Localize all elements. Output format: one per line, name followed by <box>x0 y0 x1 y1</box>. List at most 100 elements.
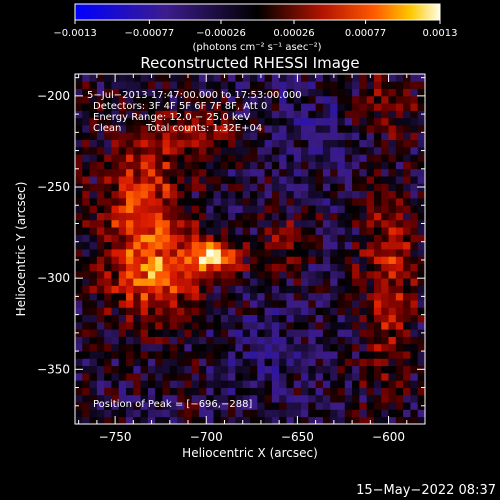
heatmap-cell <box>147 176 156 184</box>
heatmap-cell <box>264 372 273 381</box>
heatmap-cell <box>322 314 331 323</box>
heatmap-cell <box>140 88 149 97</box>
heatmap-cell <box>330 387 338 396</box>
heatmap-cell <box>395 139 404 148</box>
heatmap-cell <box>104 365 112 374</box>
heatmap-cell <box>271 292 280 301</box>
heatmap-cell <box>308 154 317 162</box>
heatmap-cell <box>337 234 346 243</box>
heatmap-cell <box>242 358 251 367</box>
heatmap-cell <box>111 190 120 199</box>
heatmap-cell <box>381 74 389 82</box>
heatmap-cell <box>104 402 112 410</box>
heatmap-cell <box>206 154 214 162</box>
heatmap-cell <box>410 372 419 381</box>
heatmap-cell <box>75 372 83 381</box>
heatmap-cell <box>271 394 280 403</box>
heatmap-cell <box>242 132 251 141</box>
heatmap-cell <box>147 270 156 279</box>
heatmap-cell <box>118 402 127 410</box>
heatmap-cell <box>322 190 331 199</box>
heatmap-cell <box>344 183 353 192</box>
heatmap-cell <box>410 300 419 308</box>
heatmap-cell <box>250 307 258 316</box>
heatmap-cell <box>337 372 346 381</box>
heatmap-cell <box>403 300 411 308</box>
heatmap-cell <box>140 197 149 206</box>
heatmap-cell <box>96 110 105 119</box>
heatmap-cell <box>96 365 105 374</box>
heatmap-cell <box>220 314 229 323</box>
heatmap-cell <box>82 117 90 126</box>
heatmap-cell <box>308 168 317 177</box>
heatmap-cell <box>111 270 120 279</box>
heatmap-cell <box>308 197 317 206</box>
heatmap-cell <box>330 117 338 126</box>
heatmap-cell <box>89 263 98 272</box>
heatmap-cell <box>140 219 149 228</box>
heatmap-cell <box>352 387 360 396</box>
heatmap-cell <box>242 74 251 82</box>
heatmap-cell <box>82 409 90 418</box>
heatmap-cell <box>162 329 171 337</box>
heatmap-cell <box>271 270 280 279</box>
heatmap-cell <box>198 154 207 162</box>
colorbar-gradient <box>74 3 441 21</box>
heatmap-cell <box>235 402 244 410</box>
heatmap-cell <box>111 336 120 345</box>
heatmap-cell <box>140 416 149 424</box>
heatmap-image <box>75 74 425 424</box>
heatmap-cell <box>330 241 338 250</box>
heatmap-cell <box>381 176 389 184</box>
heatmap-cell <box>235 132 244 141</box>
heatmap-cell <box>133 321 142 330</box>
heatmap-cell <box>220 263 229 272</box>
heatmap-cell <box>75 409 83 418</box>
heatmap-cell <box>322 161 331 170</box>
heatmap-cell <box>169 249 178 257</box>
heatmap-cell <box>89 81 98 89</box>
heatmap-cell <box>403 103 411 111</box>
heatmap-cell <box>271 132 280 141</box>
heatmap-cell <box>301 372 309 381</box>
heatmap-cell <box>381 321 389 330</box>
heatmap-cell <box>169 227 178 235</box>
heatmap-cell <box>228 387 236 396</box>
heatmap-cell <box>322 146 331 155</box>
heatmap-cell <box>213 88 222 97</box>
heatmap-cell <box>133 161 142 170</box>
heatmap-cell <box>257 402 265 410</box>
heatmap-cell <box>359 358 368 367</box>
heatmap-cell <box>126 241 134 250</box>
heatmap-cell <box>89 321 98 330</box>
heatmap-cell <box>104 351 112 359</box>
heatmap-cell <box>417 95 425 104</box>
heatmap-cell <box>257 183 265 192</box>
heatmap-cell <box>169 146 178 155</box>
heatmap-cell <box>82 387 90 396</box>
heatmap-cell <box>301 416 309 424</box>
heatmap-cell <box>271 307 280 316</box>
heatmap-cell <box>337 146 346 155</box>
heatmap-cell <box>359 380 368 388</box>
heatmap-cell <box>162 292 171 301</box>
heatmap-cell <box>308 241 317 250</box>
heatmap-cell <box>206 307 214 316</box>
heatmap-cell <box>257 387 265 396</box>
heatmap-cell <box>381 227 389 235</box>
heatmap-cell <box>337 256 346 264</box>
heatmap-cell <box>410 81 419 89</box>
heatmap-cell <box>388 146 397 155</box>
heatmap-cell <box>96 351 105 359</box>
heatmap-cell <box>147 256 156 264</box>
heatmap-cell <box>308 351 317 359</box>
heatmap-cell <box>315 161 324 170</box>
heatmap-cell <box>330 168 338 177</box>
heatmap-cell <box>308 183 317 192</box>
heatmap-cell <box>126 103 134 111</box>
heatmap-cell <box>293 110 302 119</box>
heatmap-cell <box>264 409 273 418</box>
heatmap-cell <box>126 95 134 104</box>
heatmap-cell <box>359 88 368 97</box>
heatmap-cell <box>301 358 309 367</box>
